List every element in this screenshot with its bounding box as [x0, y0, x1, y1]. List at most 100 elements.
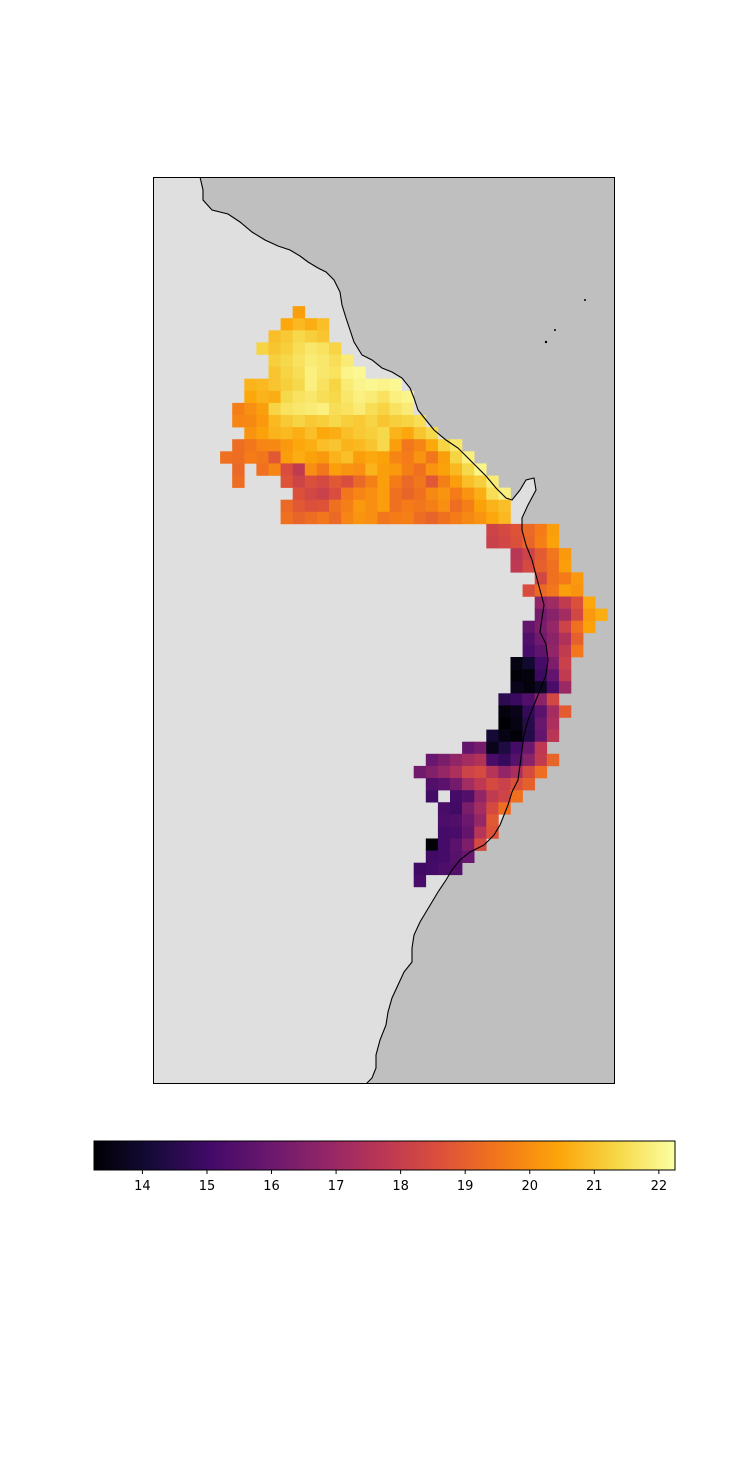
heatmap-cell	[438, 814, 450, 826]
heatmap-cell	[256, 403, 268, 415]
heatmap-cell	[559, 657, 571, 669]
heatmap-cell	[450, 500, 462, 512]
heatmap-cell	[269, 415, 281, 427]
heatmap-cell	[353, 391, 365, 403]
heatmap-cell	[220, 451, 232, 463]
heatmap-cell	[269, 379, 281, 391]
heatmap-cell	[450, 802, 462, 814]
heatmap-cell	[438, 754, 450, 766]
heatmap-cell	[244, 391, 256, 403]
heatmap-cell	[559, 633, 571, 645]
heatmap-cell	[377, 427, 389, 439]
heatmap-cell	[281, 439, 293, 451]
heatmap-cell	[365, 415, 377, 427]
heatmap-cell	[414, 476, 426, 488]
heatmap-cell	[486, 814, 498, 826]
heatmap-cell	[486, 778, 498, 790]
heatmap-cell	[281, 391, 293, 403]
heatmap-cell	[365, 439, 377, 451]
heatmap-cell	[402, 415, 414, 427]
heatmap-cell	[390, 403, 402, 415]
heatmap-cell	[353, 379, 365, 391]
heatmap-cell	[353, 427, 365, 439]
heatmap-cell	[414, 427, 426, 439]
heatmap-cell	[390, 451, 402, 463]
heatmap-cell	[511, 778, 523, 790]
heatmap-cell	[402, 439, 414, 451]
heatmap-cell	[402, 500, 414, 512]
heatmap-cell	[414, 512, 426, 524]
heatmap-cell	[377, 463, 389, 475]
heatmap-cell	[559, 669, 571, 681]
heatmap-cell	[377, 488, 389, 500]
heatmap-cell	[523, 681, 535, 693]
heatmap-cell	[269, 439, 281, 451]
heatmap-cell	[450, 851, 462, 863]
heatmap-cell	[281, 403, 293, 415]
heatmap-cell	[244, 439, 256, 451]
heatmap-cell	[462, 790, 474, 802]
heatmap-cell	[559, 584, 571, 596]
heatmap-cell	[317, 403, 329, 415]
heatmap-cell	[402, 451, 414, 463]
heatmap-cell	[450, 766, 462, 778]
heatmap-cell	[450, 463, 462, 475]
heatmap-cell	[474, 463, 486, 475]
heatmap-cell	[438, 476, 450, 488]
heatmap-cell	[269, 391, 281, 403]
heatmap-cell	[462, 802, 474, 814]
heatmap-cell	[365, 512, 377, 524]
heatmap-cell	[269, 330, 281, 342]
heatmap-cell	[523, 754, 535, 766]
heatmap-cell	[559, 560, 571, 572]
heatmap-cell	[317, 318, 329, 330]
heatmap-cell	[450, 512, 462, 524]
heatmap-cell	[438, 851, 450, 863]
heatmap-cell	[281, 330, 293, 342]
colorbar-tick-label: 20	[521, 1179, 538, 1194]
heatmap-cell	[450, 439, 462, 451]
heatmap-cell	[305, 500, 317, 512]
heatmap-cell	[329, 427, 341, 439]
heatmap-cell	[293, 318, 305, 330]
heatmap-cell	[353, 463, 365, 475]
heatmap-cell	[450, 488, 462, 500]
heatmap-cell	[232, 439, 244, 451]
island	[545, 341, 547, 343]
heatmap-cell	[293, 391, 305, 403]
heatmap-cell	[341, 463, 353, 475]
heatmap-cell	[511, 548, 523, 560]
heatmap-cell	[535, 766, 547, 778]
heatmap-cell	[269, 451, 281, 463]
heatmap-cell	[414, 766, 426, 778]
heatmap-cell	[293, 415, 305, 427]
heatmap-cell	[305, 439, 317, 451]
heatmap-cell	[474, 814, 486, 826]
heatmap-cell	[535, 705, 547, 717]
heatmap-cell	[329, 403, 341, 415]
heatmap-cell	[329, 391, 341, 403]
heatmap-cell	[305, 476, 317, 488]
heatmap-cell	[583, 597, 595, 609]
heatmap-cell	[414, 863, 426, 875]
heatmap-cell	[293, 379, 305, 391]
heatmap-cell	[293, 330, 305, 342]
heatmap-cell	[414, 439, 426, 451]
heatmap-cell	[486, 536, 498, 548]
heatmap-cell	[511, 766, 523, 778]
heatmap-cell	[269, 367, 281, 379]
heatmap-cell	[317, 463, 329, 475]
heatmap-cell	[365, 488, 377, 500]
heatmap-cell	[341, 379, 353, 391]
heatmap-cell	[535, 524, 547, 536]
heatmap-cell	[281, 512, 293, 524]
heatmap-cell	[317, 476, 329, 488]
heatmap-cell	[341, 427, 353, 439]
heatmap-cell	[462, 512, 474, 524]
heatmap-cell	[438, 463, 450, 475]
heatmap-cell	[438, 863, 450, 875]
heatmap-cell	[317, 330, 329, 342]
heatmap-cell	[293, 403, 305, 415]
colorbar-tick-label: 17	[328, 1179, 345, 1194]
heatmap-cell	[244, 427, 256, 439]
